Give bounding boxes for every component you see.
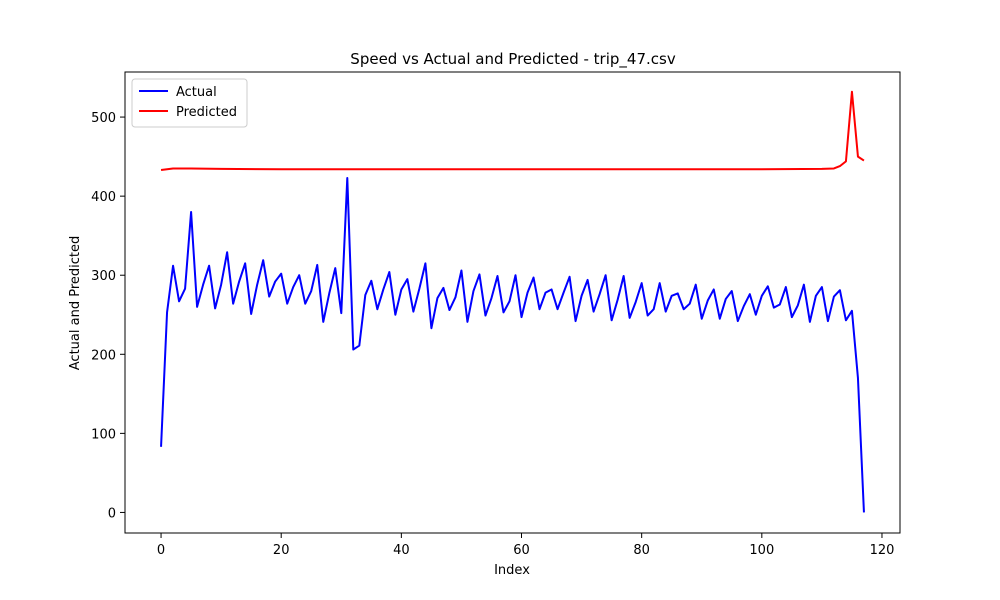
x-axis-label: Index (494, 563, 530, 578)
y-tick-label: 100 (91, 427, 116, 442)
y-tick-label: 500 (91, 111, 116, 126)
y-tick-label: 200 (91, 348, 116, 363)
y-tick-label: 0 (108, 506, 116, 521)
series-line-predicted (160, 90, 865, 172)
x-axis: 0 20 40 60 80 100 120 (157, 533, 894, 558)
legend-label-predicted: Predicted (176, 105, 237, 120)
y-axis-label: Actual and Predicted (68, 236, 83, 370)
series-line-actual (160, 176, 865, 513)
chart-title: Speed vs Actual and Predicted - trip_47.… (350, 50, 676, 69)
x-tick-label: 60 (513, 543, 530, 558)
legend: Actual Predicted (131, 78, 248, 128)
x-tick-label: 20 (273, 543, 290, 558)
y-tick-label: 400 (91, 190, 116, 205)
x-tick-label: 0 (157, 543, 165, 558)
legend-label-actual: Actual (176, 85, 217, 100)
x-tick-label: 40 (393, 543, 410, 558)
series-layer (160, 90, 865, 513)
x-tick-label: 80 (633, 543, 650, 558)
y-tick-label: 300 (91, 269, 116, 284)
x-tick-label: 120 (870, 543, 895, 558)
y-axis: 0 100 200 300 400 500 (91, 111, 125, 521)
x-tick-label: 100 (749, 543, 774, 558)
plot-frame (124, 71, 901, 534)
